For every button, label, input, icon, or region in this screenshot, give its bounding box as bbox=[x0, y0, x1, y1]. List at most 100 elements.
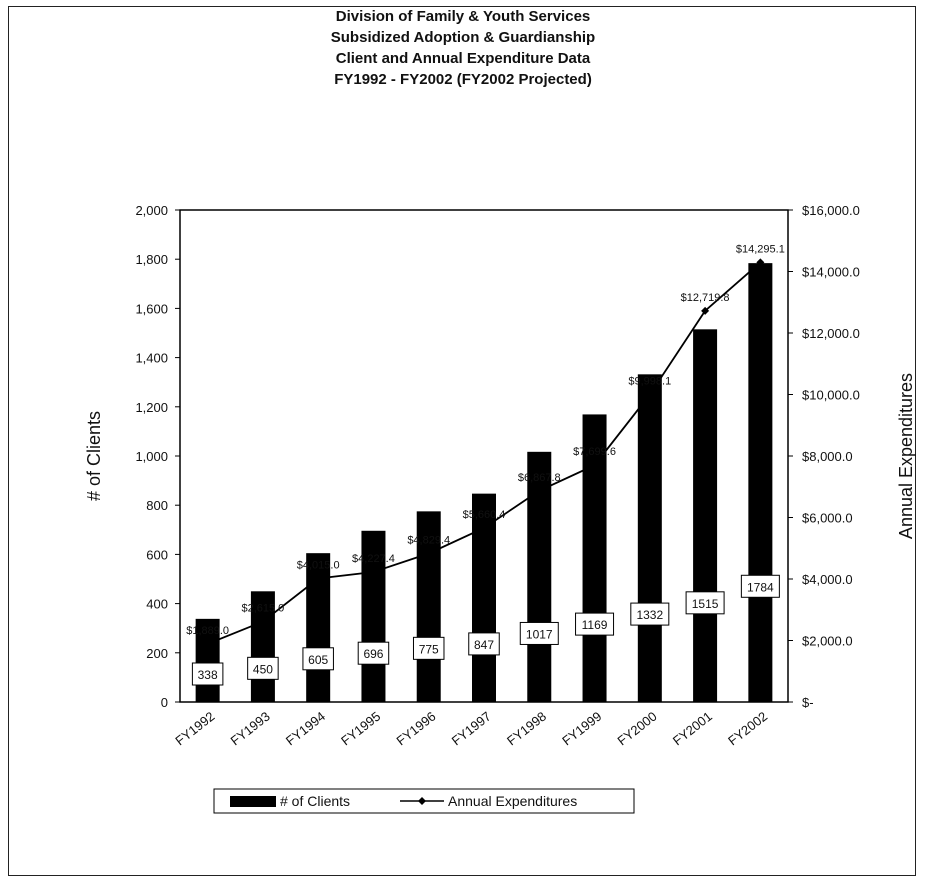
expenditure-label: $4,227.4 bbox=[352, 553, 395, 565]
client-label: 450 bbox=[253, 662, 273, 676]
client-label-box bbox=[191, 662, 224, 686]
y-tick-label: 1,400 bbox=[135, 351, 168, 366]
expenditure-line-group bbox=[203, 258, 765, 648]
client-label-box bbox=[575, 612, 615, 636]
expenditure-labels-group: $1,889.0 $2,615.0 $4,015.0 $4,227.4 $4,829.4… bbox=[186, 243, 785, 636]
chart-title: Division of Family & Youth Services Subs… bbox=[0, 6, 926, 90]
legend-label-clients: # of Clients bbox=[280, 793, 350, 809]
y2-tick-label: $- bbox=[802, 695, 814, 710]
expenditure-marker bbox=[535, 486, 544, 495]
client-label: 1017 bbox=[526, 627, 553, 641]
expenditure-marker bbox=[480, 523, 488, 532]
y-tick-label: 1,000 bbox=[135, 449, 168, 464]
y-tick-label: 1,600 bbox=[135, 301, 168, 316]
client-label-box bbox=[302, 647, 334, 671]
client-label: 338 bbox=[198, 668, 218, 682]
expenditure-label: $4,829.4 bbox=[407, 534, 450, 546]
category-label: FY1998 bbox=[504, 709, 549, 749]
y2-tick-label: $14,000.0 bbox=[802, 265, 860, 280]
legend-swatch-clients bbox=[230, 796, 276, 807]
title-line-2: Subsidized Adoption & Guardianship bbox=[330, 29, 596, 46]
right-axis-ticks: $- $2,000.0 $4,000.0 $6,000.0 $8,000.0 $10,00… bbox=[788, 203, 860, 710]
expenditure-marker bbox=[314, 574, 323, 583]
expenditure-label: $5,660.4 bbox=[463, 509, 506, 521]
y2-tick-label: $16,000.0 bbox=[802, 203, 860, 218]
y-tick-label: 400 bbox=[146, 597, 168, 612]
client-label-box bbox=[247, 656, 279, 680]
legend-label-expenditures: Annual Expenditures bbox=[448, 793, 577, 809]
category-label: FY1993 bbox=[228, 709, 273, 749]
expenditure-label: $9,998.1 bbox=[628, 376, 671, 388]
client-label-box bbox=[685, 591, 725, 615]
bar-clients bbox=[250, 591, 275, 702]
legend-marker-expenditures bbox=[418, 797, 426, 805]
bar-clients bbox=[693, 329, 718, 702]
category-label: FY1994 bbox=[283, 709, 328, 749]
expenditure-label: $4,015.0 bbox=[297, 560, 340, 572]
expenditure-label: $12,719.8 bbox=[681, 292, 730, 304]
expenditure-marker bbox=[424, 549, 433, 558]
y2-tick-label: $4,000.0 bbox=[802, 572, 853, 587]
y2-tick-label: $8,000.0 bbox=[802, 449, 853, 464]
category-label: FY2001 bbox=[670, 709, 715, 749]
expenditure-label: $14,295.1 bbox=[736, 243, 785, 255]
client-labels-group: 338 450 605 696 775 847 1017 1169 1332 1515 1784 bbox=[191, 574, 780, 686]
y2-axis-title: Annual Expenditures bbox=[896, 373, 916, 539]
bar-clients bbox=[416, 511, 441, 702]
category-label: FY2002 bbox=[725, 709, 770, 749]
expenditure-label: $2,615.0 bbox=[241, 603, 284, 615]
y-tick-label: 2,000 bbox=[135, 203, 168, 218]
bar-clients bbox=[195, 618, 220, 702]
title-line-1: Division of Family & Youth Services bbox=[335, 8, 591, 25]
client-label: 775 bbox=[419, 642, 439, 656]
client-label-box bbox=[412, 636, 445, 660]
client-label-box bbox=[519, 621, 559, 645]
bar-clients bbox=[748, 263, 773, 702]
y2-tick-label: $10,000.0 bbox=[802, 388, 860, 403]
title-line-4: FY1992 - FY2002 (FY2002 Projected) bbox=[334, 71, 592, 88]
expenditure-marker bbox=[369, 568, 378, 577]
expenditure-marker bbox=[645, 390, 654, 399]
y-axis-title: # of Clients bbox=[84, 411, 104, 501]
client-label: 605 bbox=[308, 653, 328, 667]
category-labels-group: FY1992 FY1993 FY1994 FY1995 FY1996 FY1997 FY19… bbox=[172, 709, 770, 749]
category-label: FY2000 bbox=[615, 709, 660, 749]
y-tick-label: 1,800 bbox=[135, 252, 168, 267]
left-axis-ticks: 0 200 400 600 800 1,000 1,200 1,400 1,600 1,800 2,… bbox=[135, 203, 180, 710]
client-label-box bbox=[740, 574, 780, 598]
category-label: FY1996 bbox=[393, 709, 438, 749]
expenditure-marker bbox=[756, 258, 765, 267]
legend: # of Clients Annual Expenditures bbox=[213, 788, 635, 814]
category-label: FY1992 bbox=[172, 709, 217, 749]
client-label-box bbox=[630, 602, 670, 626]
y-tick-label: 200 bbox=[146, 646, 168, 661]
bar-clients bbox=[361, 530, 386, 702]
y2-tick-label: $2,000.0 bbox=[802, 634, 853, 649]
client-label: 1332 bbox=[636, 608, 663, 622]
client-label-box bbox=[468, 632, 500, 656]
title-line-3: Client and Annual Expenditure Data bbox=[335, 50, 591, 67]
category-label: FY1995 bbox=[338, 709, 383, 749]
expenditure-marker bbox=[203, 639, 212, 648]
category-label: FY1999 bbox=[559, 709, 604, 749]
bar-clients bbox=[637, 374, 662, 702]
expenditure-label: $6,867.8 bbox=[518, 472, 561, 484]
client-label: 1169 bbox=[582, 618, 608, 632]
y-tick-label: 0 bbox=[161, 695, 168, 710]
expenditure-label: $1,889.0 bbox=[186, 625, 229, 637]
bars-group bbox=[195, 263, 773, 702]
client-label-box bbox=[357, 641, 390, 665]
client-label: 696 bbox=[363, 647, 383, 661]
expenditure-marker bbox=[701, 306, 710, 315]
expenditure-marker bbox=[590, 461, 599, 470]
expenditure-marker bbox=[258, 617, 267, 626]
category-label: FY1997 bbox=[449, 709, 494, 749]
client-label: 1515 bbox=[692, 597, 719, 611]
expenditure-label: $7,699.6 bbox=[573, 446, 616, 458]
y-tick-label: 1,200 bbox=[135, 400, 168, 415]
y-tick-label: 800 bbox=[146, 498, 168, 513]
y2-tick-label: $12,000.0 bbox=[802, 326, 860, 341]
client-label: 1784 bbox=[747, 580, 774, 594]
client-label: 847 bbox=[474, 638, 494, 652]
